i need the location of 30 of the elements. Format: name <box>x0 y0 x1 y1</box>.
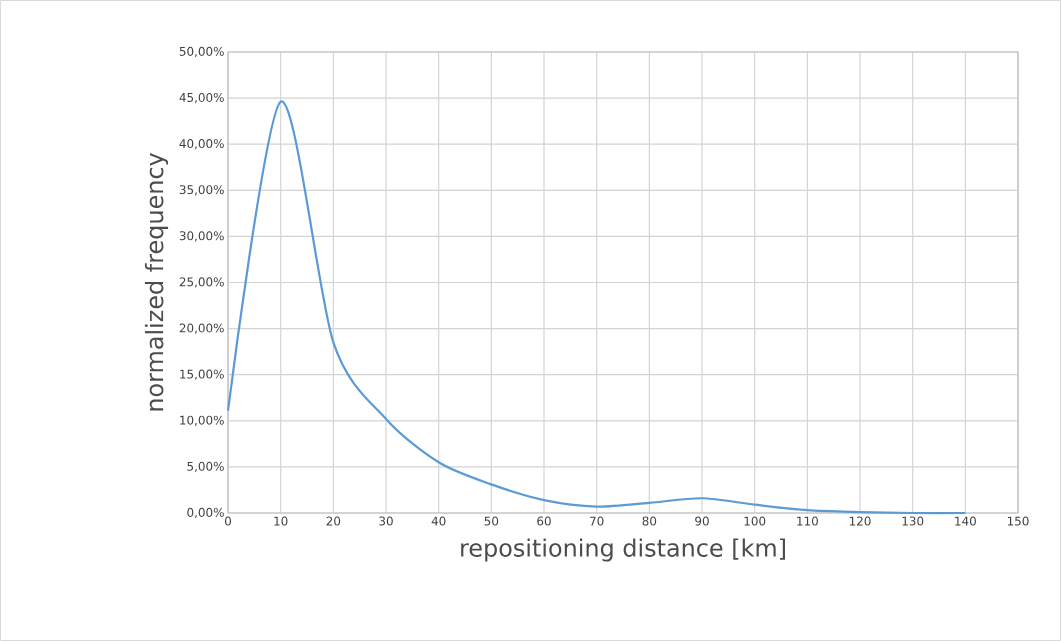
y-axis-title: normalized frequency <box>144 152 169 411</box>
x-tick-label: 50 <box>484 516 499 526</box>
y-tick-label: 35,00% <box>179 185 224 196</box>
y-tick-label: 40,00% <box>179 139 224 150</box>
x-tick-label: 40 <box>431 516 446 526</box>
x-axis-title: repositioning distance [km] <box>461 538 785 562</box>
y-tick-label: 45,00% <box>179 92 224 104</box>
line-series <box>226 100 967 515</box>
x-tick-label: 140 <box>955 516 976 526</box>
y-tick-label: 50,00% <box>179 46 224 58</box>
x-tick-label: 10 <box>274 516 288 526</box>
y-tick-label: 0,00% <box>187 507 224 519</box>
x-tick-label: 120 <box>849 516 871 526</box>
y-tick-label: 20,00% <box>179 323 224 334</box>
x-tick-label: 20 <box>326 516 341 526</box>
x-tick-label: 90 <box>695 516 709 526</box>
x-tick-label: 110 <box>797 516 818 526</box>
y-tick-label: 10,00% <box>180 415 224 426</box>
x-tick-label: 30 <box>379 516 393 526</box>
y-tick-label: 25,00% <box>179 277 224 288</box>
x-tick-label: 100 <box>744 516 766 526</box>
y-tick-label: 5,00% <box>187 461 224 473</box>
x-tick-label: 150 <box>1007 516 1029 526</box>
y-tick-label: 15,00% <box>180 369 224 380</box>
x-tick-label: 0 <box>224 516 232 526</box>
y-tick-label: 30,00% <box>179 231 224 242</box>
x-tick-label: 130 <box>902 516 924 526</box>
x-tick-label: 80 <box>642 516 657 526</box>
x-tick-label: 60 <box>537 516 551 526</box>
x-tick-label: 70 <box>590 516 604 526</box>
